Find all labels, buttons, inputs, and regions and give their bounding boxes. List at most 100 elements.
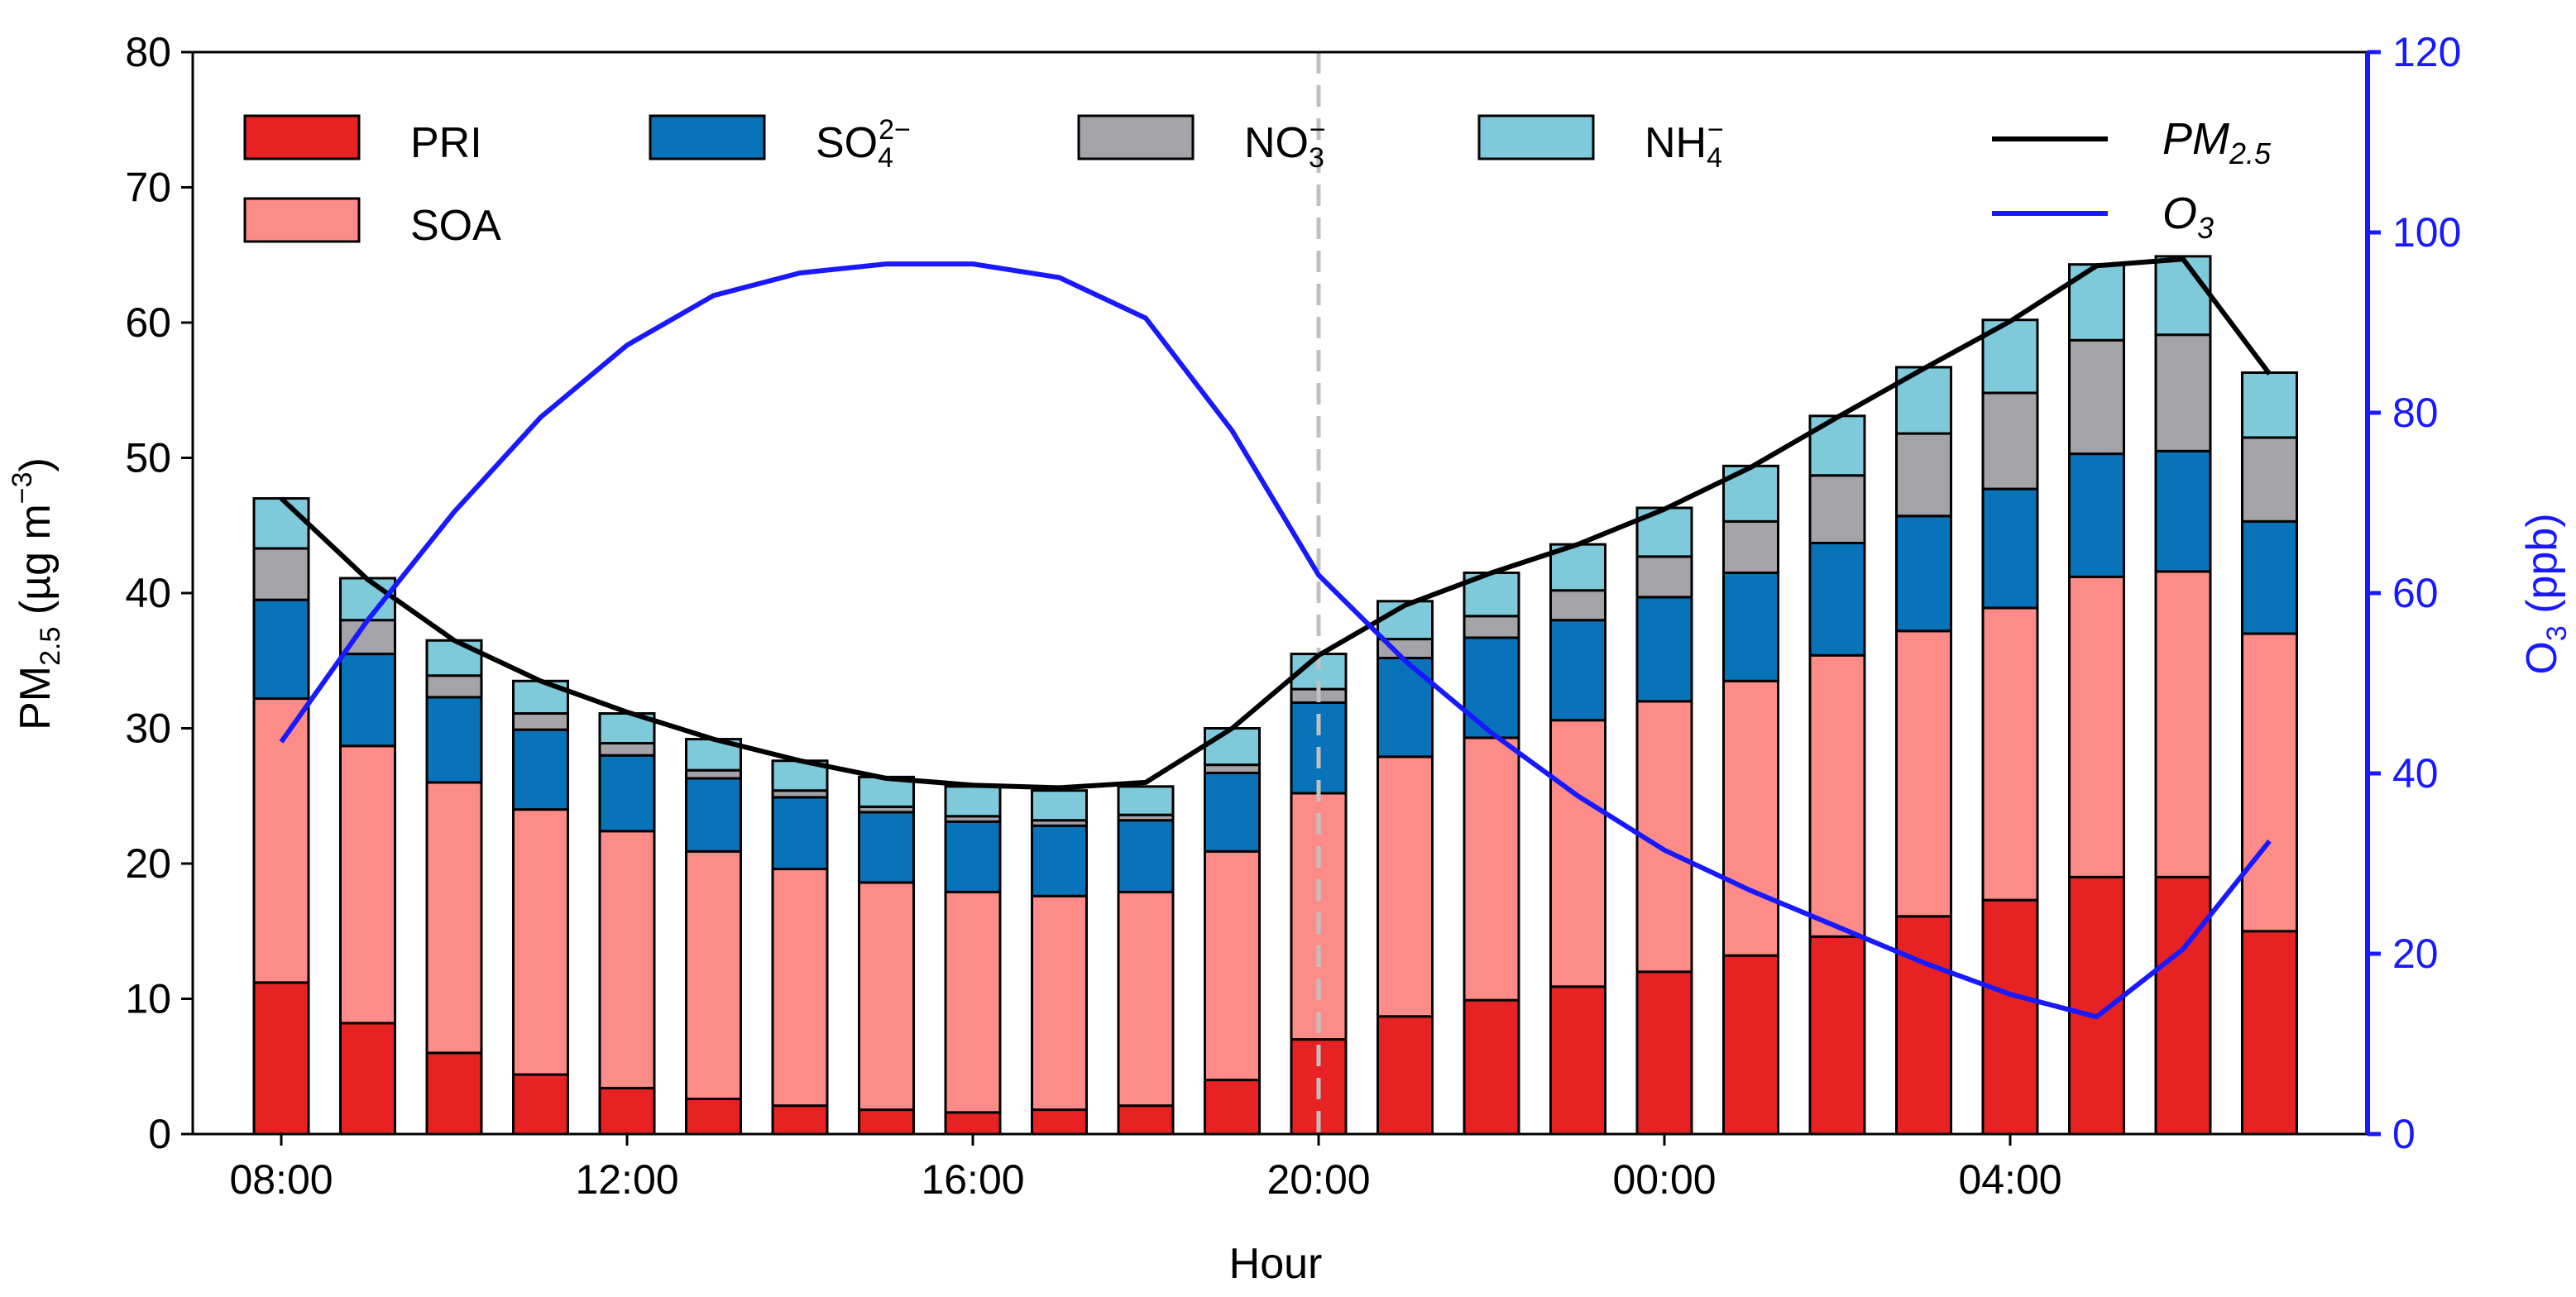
y-tick-label-3: 30 [125,706,171,752]
bar-pri-0 [252,981,310,1136]
bar-soa-14 [1463,736,1520,1002]
bar-nh-8 [944,785,1002,818]
bar-so-4 [598,754,656,833]
bar-pri-11 [1204,1079,1261,1136]
bar-soa-1 [339,744,396,1025]
bar-soa-17 [1722,679,1779,957]
bar-pri-7 [858,1108,915,1136]
bar-pri-3 [512,1073,569,1136]
bar-so-23 [2241,519,2298,635]
bar-nh-18 [1808,414,1866,477]
bar-so-3 [512,728,569,811]
bar-nh-23 [2241,371,2298,439]
bar-soa-8 [944,890,1002,1114]
bar-so-7 [858,811,915,884]
bar-so-13 [1377,656,1434,759]
bar-no-22 [2154,333,2212,452]
right-axis-ticks: 0 20 40 60 80 100 120 [2368,29,2461,1157]
bar-so-5 [685,777,742,853]
y-tick-label-8: 80 [125,29,171,75]
y-tick-label-4: 40 [125,570,171,616]
bar-soa-6 [771,868,829,1108]
bar-so-0 [252,598,310,701]
left-axis-ticks: 0 10 20 30 40 50 60 70 80 [125,29,193,1157]
bar-pri-14 [1463,998,1520,1136]
bar-pri-21 [2068,875,2125,1136]
x-tick-label-3: 20:00 [1266,1156,1370,1203]
bar-soa-5 [685,850,742,1100]
bar-soa-23 [2241,632,2298,933]
line-layer [279,256,2272,1020]
legend-label-o3: O3 [2162,189,2214,245]
bar-soa-3 [512,808,569,1076]
bar-nh-3 [512,679,569,716]
bar-so-14 [1463,636,1520,739]
bar-so-2 [425,696,483,784]
bar-no-23 [2241,436,2298,523]
x-tick-label-5: 04:00 [1958,1156,2061,1203]
bar-no-14 [1463,615,1520,639]
bar-pri-13 [1377,1015,1434,1136]
bar-soa-20 [1981,606,2039,902]
bar-so-9 [1031,824,1088,897]
legend: PRI SOA SO42− NO3− NH4− PM2.5 O3 [243,114,2272,250]
bar-so-8 [944,820,1002,893]
bar-soa-11 [1204,850,1261,1082]
x-tick-label-1: 12:00 [575,1156,678,1203]
bar-soa-10 [1117,890,1175,1108]
bar-nh-2 [425,639,483,677]
legend-label-pm25: PM2.5 [2162,114,2272,170]
legend-swatch-soa [243,197,361,243]
legend-swatch-so4 [649,114,766,160]
y-tick-label-5: 50 [125,435,171,481]
legend-swatch-no3 [1077,114,1195,160]
y-tick-label-1: 10 [125,976,171,1022]
bar-soa-18 [1808,653,1866,938]
bar-so-18 [1808,542,1866,657]
bar-pri-20 [1981,898,2039,1136]
bar-no-2 [425,674,483,699]
bar-pri-10 [1117,1104,1175,1136]
y2-tick-label-5: 100 [2392,209,2461,256]
y2-axis-label: O3 (ppb) [2518,513,2573,674]
bar-pri-19 [1895,915,1952,1136]
bar-so-1 [339,653,396,748]
bar-no-4 [598,741,656,757]
bar-pri-16 [1635,970,1693,1136]
bar-so-11 [1204,771,1261,853]
bar-so-22 [2154,449,2212,573]
bar-pri-23 [2241,930,2298,1136]
bar-so-15 [1549,619,1606,722]
legend-label-so4: SO42− [816,114,911,174]
y-axis-label: PM2.5 (µg m−3) [7,457,66,730]
bar-nh-0 [252,497,310,550]
bar-pri-2 [425,1051,483,1136]
bar-soa-0 [252,697,310,984]
bar-layer [252,255,2298,1136]
bar-soa-21 [2068,575,2125,878]
bar-no-20 [1981,391,2039,491]
bar-nh-22 [2154,255,2212,337]
bar-so-21 [2068,452,2125,578]
y2-tick-label-4: 80 [2392,390,2439,436]
bar-pri-1 [339,1022,396,1136]
bar-soa-15 [1549,719,1606,988]
bar-no-3 [512,712,569,731]
bar-so-19 [1895,514,1952,633]
x-tick-label-0: 08:00 [229,1156,333,1203]
y2-tick-label-0: 0 [2392,1111,2416,1157]
bar-so-20 [1981,487,2039,610]
bar-no-17 [1722,519,1779,574]
y2-tick-label-1: 20 [2392,931,2439,977]
bar-pri-18 [1808,935,1866,1136]
bar-nh-10 [1117,785,1175,816]
bar-so-16 [1635,596,1693,703]
bar-no-18 [1808,474,1866,545]
bar-pri-22 [2154,875,2212,1136]
bar-pri-9 [1031,1108,1088,1136]
x-tick-label-2: 16:00 [921,1156,1024,1203]
line-pm2.5 [279,256,2272,791]
bar-no-21 [2068,338,2125,456]
legend-swatch-nh4 [1477,114,1595,160]
